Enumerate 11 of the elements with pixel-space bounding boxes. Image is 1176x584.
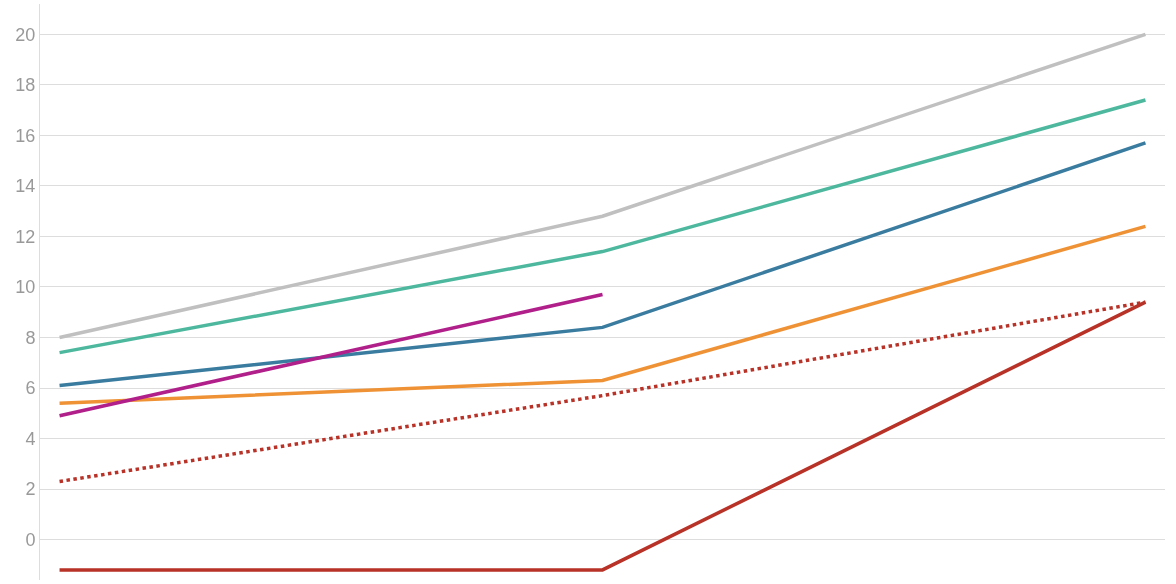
- y-tick-label: 0: [25, 529, 36, 550]
- y-tick-label: 12: [15, 226, 36, 247]
- y-tick-label: 18: [15, 75, 36, 96]
- y-tick-label: 8: [25, 327, 36, 348]
- y-tick-label: 2: [25, 479, 36, 500]
- y-tick-label: 10: [15, 277, 36, 298]
- y-tick-label: 16: [15, 125, 36, 146]
- y-tick-label: 4: [25, 428, 36, 449]
- y-tick-label: 14: [15, 176, 36, 197]
- y-tick-label: 6: [25, 378, 36, 399]
- y-tick-label: 20: [15, 24, 36, 45]
